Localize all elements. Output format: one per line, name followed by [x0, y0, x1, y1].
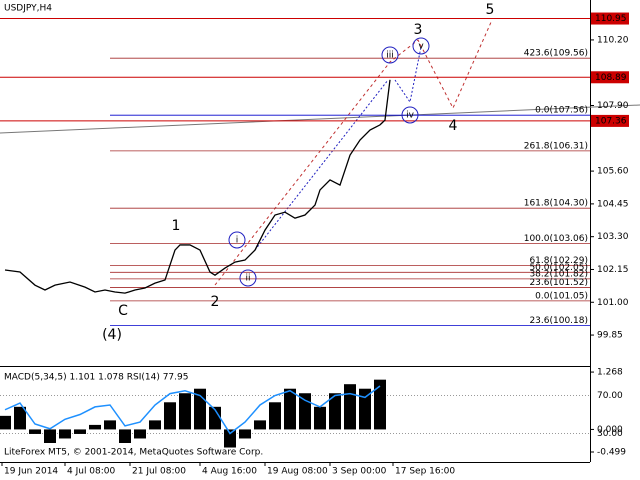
fib-label: 23.6(100.18)	[529, 316, 588, 326]
indicator-title: MACD(5,34,5) 1.101 1.078 RSI(14) 77.95	[4, 373, 188, 383]
price-tag	[591, 12, 629, 25]
y-tick-label: 99.85	[597, 331, 623, 341]
macd-bar	[224, 429, 236, 448]
macd-bar	[149, 420, 161, 430]
fib-label: 100.0(103.06)	[524, 234, 588, 244]
chart-title: USDJPY,H4	[4, 4, 52, 14]
fib-label: 261.8(106.31)	[524, 141, 588, 151]
macd-bar	[104, 420, 116, 430]
macd-bar	[0, 415, 11, 430]
x-tick-label: 17 Sep 16:00	[395, 467, 455, 477]
fib-label: 0.0(101.05)	[535, 291, 588, 301]
macd-bar	[14, 406, 26, 430]
y-tick-label: 101.00	[597, 298, 629, 308]
macd-bar	[74, 429, 86, 434]
macd-bar	[44, 429, 56, 443]
wave-label: 4	[449, 118, 458, 134]
wave-label: (4)	[102, 327, 122, 343]
wave-circle	[228, 231, 246, 249]
wave-circle	[239, 269, 257, 287]
wave-label: 3	[414, 22, 423, 38]
macd-bar	[254, 420, 266, 430]
x-tick-label: 4 Aug 16:00	[202, 467, 257, 477]
projection	[214, 19, 493, 286]
trend-line	[0, 104, 640, 134]
wave-label: 2	[211, 294, 220, 310]
wave-label: i	[236, 236, 239, 246]
y-tick-label: 103.30	[597, 232, 629, 242]
fib-label: 161.8(104.30)	[524, 199, 588, 209]
fib-label: 61.8(102.29)	[529, 256, 588, 266]
y2-tick-label: 30.00	[597, 429, 623, 439]
macd-bar	[119, 429, 131, 443]
wave-circle	[381, 46, 399, 64]
wave-label: iii	[386, 51, 394, 61]
y-tick-label: 0.000	[597, 425, 623, 435]
x-tick-label: 3 Sep 00:00	[332, 467, 387, 477]
y-tick-label: 107.90	[597, 101, 629, 111]
wave-label: C	[118, 303, 128, 319]
price-tag-label: 107.36	[595, 116, 627, 126]
macd-bar	[314, 406, 326, 430]
y2-tick-label: 70.00	[597, 391, 623, 401]
wave-label: 5	[486, 2, 495, 18]
fib-label: 50.0(102.05)	[529, 263, 588, 273]
x-tick-label: 21 Jul 08:00	[132, 467, 186, 477]
fib-label: 38.2(101.82)	[529, 269, 588, 279]
macd-bar	[299, 393, 311, 430]
x-tick-label: 19 Jun 2014	[4, 467, 58, 477]
macd-bar	[179, 393, 191, 430]
x-tick-label: 4 Jul 08:00	[67, 467, 116, 477]
macd-bar	[239, 429, 251, 439]
wave-circle	[401, 106, 419, 124]
wave-label: iv	[406, 111, 415, 121]
footer: LiteForex MT5, © 2001-2014, MetaQuotes S…	[4, 448, 263, 458]
fib-label: 0.0(107.56)	[535, 106, 588, 116]
price-tag	[591, 114, 629, 127]
macd-bar	[374, 379, 386, 430]
y-tick-label: 102.15	[597, 265, 629, 275]
macd-bar	[284, 388, 296, 430]
rsi-line	[4, 385, 381, 435]
wave-circle	[412, 37, 430, 55]
y-tick-label: 1.268	[597, 368, 623, 378]
fib-label: 423.6(109.56)	[524, 49, 588, 59]
macd-bar	[134, 429, 146, 439]
y-tick-label: 104.45	[597, 199, 629, 209]
macd-bar	[209, 406, 221, 430]
price-tag	[591, 71, 629, 84]
wave-label: v	[418, 42, 424, 52]
macd-bar	[89, 424, 101, 430]
fib-label: 23.6(101.52)	[529, 278, 588, 288]
macd-bar	[164, 402, 176, 430]
price-tag-label: 108.89	[595, 73, 627, 83]
plot: 110.20 107.90 105.60 104.45 103.30 102.15 101.…	[0, 2, 629, 477]
y-tick-label: 105.60	[597, 167, 629, 177]
macd-bar	[269, 402, 281, 430]
projection	[394, 46, 422, 104]
y-tick-label: -0.499	[597, 448, 626, 458]
price-tag-label: 110.95	[595, 14, 627, 24]
price-line-series	[4, 79, 391, 294]
macd-bar	[59, 429, 71, 439]
y-tick-label: 110.20	[597, 35, 629, 45]
x-tick-label: 19 Aug 08:00	[267, 467, 328, 477]
wave-label: ii	[245, 274, 250, 284]
wave-label: 1	[172, 218, 181, 234]
macd-bar	[344, 384, 356, 430]
macd-bar	[329, 393, 341, 430]
macd-bar	[29, 429, 41, 434]
macd-bar	[359, 388, 371, 430]
